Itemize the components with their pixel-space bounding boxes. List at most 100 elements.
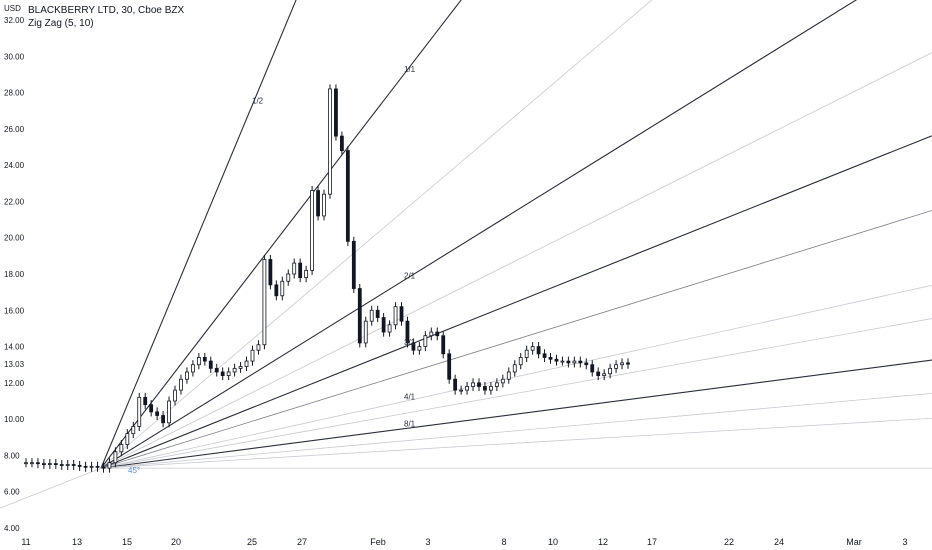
candle-body — [280, 280, 285, 297]
candle-body — [304, 269, 309, 279]
candle-body — [36, 462, 40, 465]
candle-body — [83, 465, 88, 468]
price-axis[interactable]: 32.00 30.00 28.00 26.00 24.00 22.00 20.00 18.00… — [4, 16, 25, 533]
candle-body — [59, 464, 64, 466]
fan-ratio-label: 3/1 — [404, 338, 416, 347]
candle-body — [101, 466, 106, 469]
time-tick-label: 3 — [902, 537, 907, 547]
fan-extension-line — [0, 467, 102, 509]
time-tick-label: 10 — [548, 537, 558, 547]
time-tick-label: 20 — [171, 537, 181, 547]
candle-body — [477, 382, 481, 387]
candle-body — [226, 371, 231, 377]
candle-body — [572, 360, 577, 364]
candle-body — [548, 357, 553, 360]
candle-body — [351, 240, 356, 289]
time-tick-label: 24 — [774, 537, 784, 547]
price-tick-label: 32.00 — [4, 16, 25, 25]
time-tick-label: Mar — [846, 537, 862, 547]
fan-line[interactable] — [100, 0, 932, 469]
candle-body — [107, 462, 112, 469]
candle-body — [238, 366, 243, 369]
fan-line[interactable] — [100, 0, 932, 469]
time-tick-label: 27 — [297, 537, 307, 547]
candle-body — [405, 320, 410, 344]
price-tick-label: 16.00 — [4, 306, 25, 315]
symbol-title[interactable]: BLACKBERRY LTD, 30, Cboe BZX — [28, 5, 185, 16]
candle-body — [620, 362, 624, 366]
candle-body — [518, 357, 523, 366]
candle-body — [435, 331, 440, 337]
price-tick-label: 20.00 — [4, 234, 25, 243]
candle-body — [167, 400, 171, 424]
candle-body — [65, 464, 70, 466]
fan-line[interactable] — [100, 284, 932, 469]
candle-body — [232, 367, 237, 373]
candle-body — [560, 360, 565, 363]
time-tick-label: 13 — [72, 537, 82, 547]
price-tick-label: 28.00 — [4, 89, 25, 98]
candle-body — [190, 364, 195, 373]
candle-body — [465, 386, 469, 391]
candle-body — [161, 415, 165, 424]
candle-body — [334, 88, 338, 137]
candle-body — [423, 335, 428, 347]
candle-body — [345, 150, 350, 242]
candle-body — [566, 360, 571, 364]
price-tick-label: 22.00 — [4, 197, 25, 206]
gann-fan[interactable] — [0, 0, 932, 509]
price-tick-label: 24.00 — [4, 161, 25, 170]
time-tick-label: 22 — [724, 537, 734, 547]
price-tick-label: 10.00 — [4, 415, 25, 424]
indicator-label[interactable]: Zig Zag (5, 10) — [28, 18, 94, 29]
price-tick-label: 13.03 — [4, 360, 25, 369]
candle-body — [459, 389, 464, 392]
candle-body — [53, 463, 58, 465]
fan-line[interactable] — [100, 135, 932, 469]
candle-body — [185, 371, 189, 380]
candle-body — [411, 342, 416, 351]
time-tick-label: 15 — [122, 537, 132, 547]
fan-line[interactable] — [100, 0, 932, 469]
candle-body — [375, 309, 380, 318]
candle-body — [119, 444, 124, 453]
price-tick-label: 18.00 — [4, 270, 25, 279]
candle-body — [30, 462, 34, 465]
candle-body — [369, 309, 374, 322]
candle-body — [387, 324, 392, 333]
candle-body — [149, 404, 154, 413]
candles — [24, 84, 630, 473]
candle-body — [554, 358, 559, 362]
candle-body — [155, 411, 160, 416]
candle-body — [316, 190, 320, 217]
candle-body — [363, 320, 368, 344]
candle-body — [590, 364, 595, 373]
time-axis[interactable]: 11 13 15 20 25 27 Feb 3 8 10 12 17 22 24 Mar 3 — [21, 537, 907, 547]
fan-line[interactable] — [100, 0, 932, 469]
candle-body — [393, 306, 398, 326]
price-tick-label: 26.00 — [4, 125, 25, 134]
candle-body — [113, 451, 118, 464]
fan-line[interactable] — [100, 359, 932, 469]
fan-line[interactable] — [100, 318, 932, 469]
fan-line[interactable] — [100, 52, 932, 469]
candle-body — [137, 396, 142, 427]
time-tick-label: 11 — [21, 537, 30, 547]
candle-body — [262, 259, 267, 346]
fan-line[interactable] — [100, 392, 932, 469]
fan-line[interactable] — [100, 210, 932, 469]
fan-line[interactable] — [100, 417, 932, 469]
time-tick-label: 12 — [598, 537, 608, 547]
candle-body — [441, 335, 446, 355]
price-tick-label: 30.00 — [4, 52, 25, 61]
candle-body — [298, 262, 303, 279]
candle-body — [202, 357, 207, 362]
candle-body — [268, 259, 273, 286]
fan-ratio-label: 2/1 — [404, 271, 416, 280]
candle-body — [536, 346, 541, 355]
angle-label: 45° — [128, 466, 140, 475]
candle-body — [89, 465, 94, 468]
price-tick-label: 8.00 — [4, 451, 20, 460]
candle-body — [143, 396, 148, 406]
